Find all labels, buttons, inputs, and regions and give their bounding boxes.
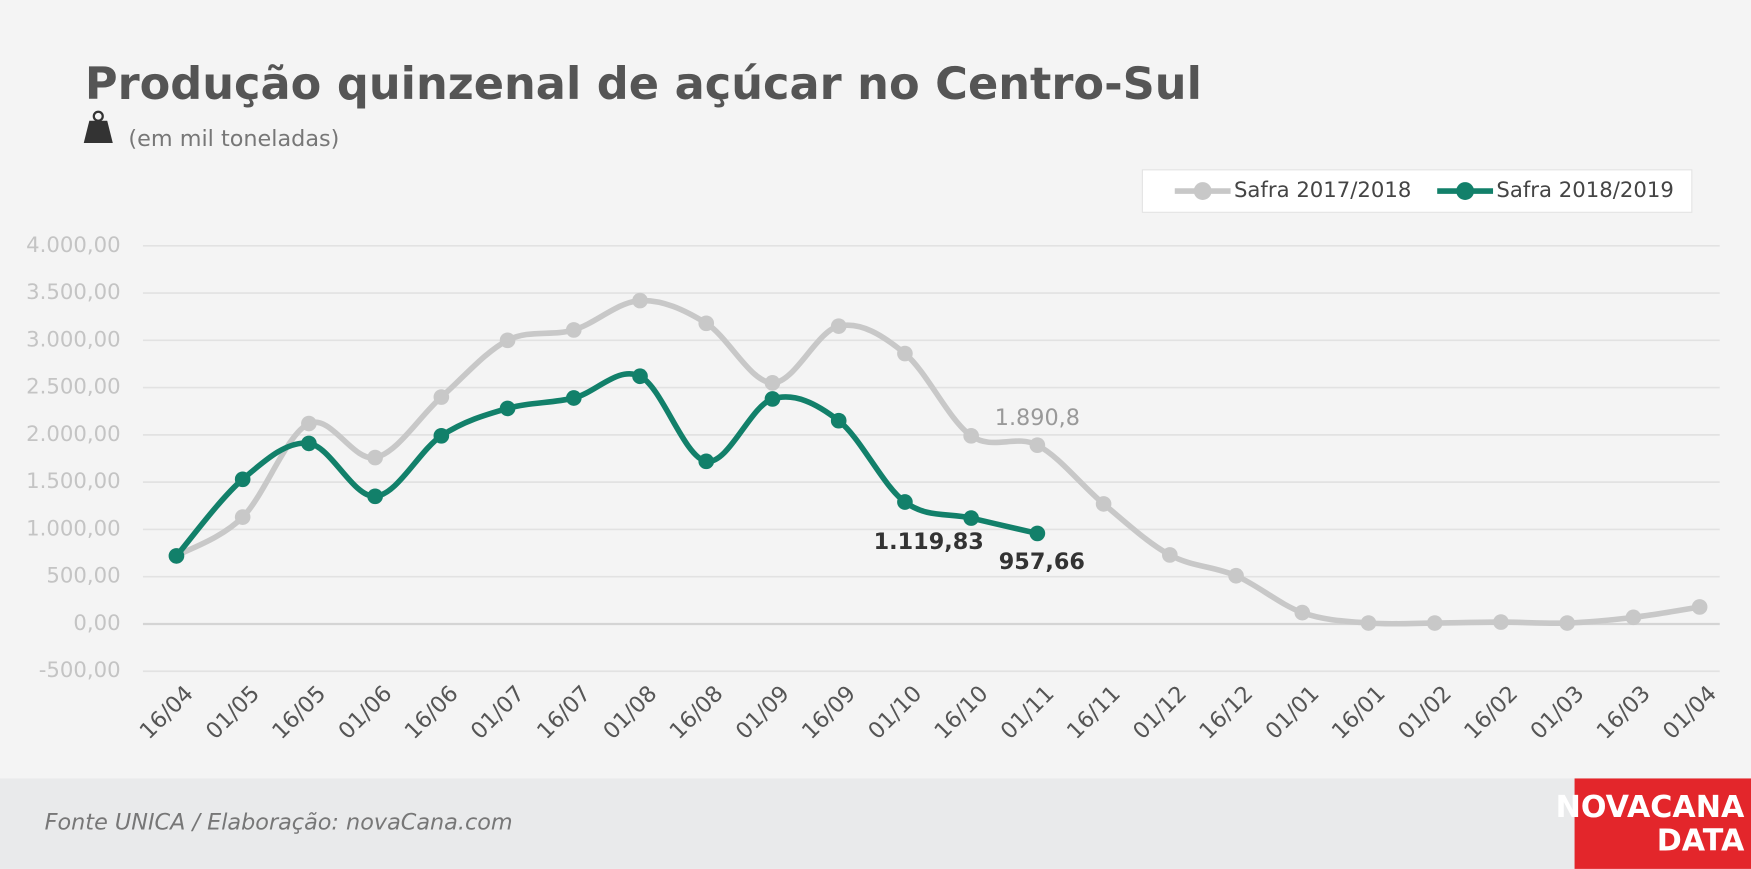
data-point: [764, 391, 781, 407]
data-point: [367, 449, 383, 466]
data-point: [367, 488, 383, 505]
data-point: [301, 415, 317, 432]
legend-label: Safra 2018/2019: [1496, 178, 1673, 203]
data-point: [963, 510, 979, 526]
data-point: [698, 453, 715, 470]
data-point: [1493, 614, 1509, 630]
data-point: [433, 428, 450, 444]
data-point: [565, 322, 582, 338]
data-point: [830, 412, 847, 429]
data-point: [234, 509, 251, 525]
data-label: 957,66: [999, 549, 1085, 575]
source: Fonte UNICA / Elaboração: novaCana.com: [45, 810, 513, 836]
data-label: 1.119,83: [874, 529, 984, 555]
y-tick-label: 4.000,00: [26, 233, 120, 258]
y-tick-label: 2.500,00: [26, 375, 120, 400]
data-point: [1625, 609, 1642, 626]
chart-title: Produção quinzenal de açúcar no Centro-S…: [85, 58, 1202, 110]
legend-marker: [1456, 182, 1475, 200]
y-tick-label: 3.000,00: [26, 327, 120, 352]
footer: [0, 778, 1751, 869]
data-point: [1426, 615, 1443, 631]
data-point: [632, 292, 648, 309]
data-point: [499, 400, 516, 417]
data-point: [1691, 599, 1708, 615]
data-point: [301, 435, 317, 452]
data-point: [764, 375, 781, 391]
logo: [1574, 778, 1751, 869]
logo-text: NOVACANA: [1556, 790, 1745, 825]
data-point: [1162, 547, 1178, 563]
data-point: [433, 389, 450, 405]
y-tick-label: 0,00: [73, 611, 120, 636]
data-point: [963, 428, 979, 444]
data-point: [1095, 496, 1112, 512]
data-point: [168, 548, 185, 564]
y-tick-label: 3.500,00: [26, 280, 120, 305]
data-point: [897, 345, 913, 362]
legend-marker: [1193, 182, 1212, 200]
data-point: [499, 332, 516, 349]
chart-subtitle: (em mil toneladas): [128, 126, 339, 152]
data-point: [1559, 615, 1575, 631]
data-point: [1029, 525, 1046, 542]
data-point: [632, 368, 648, 385]
data-point: [897, 494, 913, 510]
legend-label: Safra 2017/2018: [1234, 178, 1411, 203]
data-point: [830, 318, 847, 334]
y-tick-label: 500,00: [46, 564, 120, 589]
data-point: [1228, 567, 1244, 584]
data-point: [565, 390, 582, 406]
legend: [1141, 169, 1693, 213]
data-label: 1.890,8: [995, 405, 1080, 431]
data-point: [1294, 604, 1311, 621]
data-point: [234, 471, 251, 488]
y-tick-label: 2.000,00: [26, 422, 120, 447]
data-point: [1029, 437, 1046, 454]
y-tick-label: 1.000,00: [26, 516, 120, 541]
y-tick-label: 1.500,00: [26, 469, 120, 494]
data-point: [698, 315, 715, 332]
data-point: [1360, 615, 1377, 631]
weight-icon: [83, 110, 113, 144]
y-tick-label: -500,00: [39, 658, 121, 683]
logo-text: DATA: [1657, 824, 1745, 859]
